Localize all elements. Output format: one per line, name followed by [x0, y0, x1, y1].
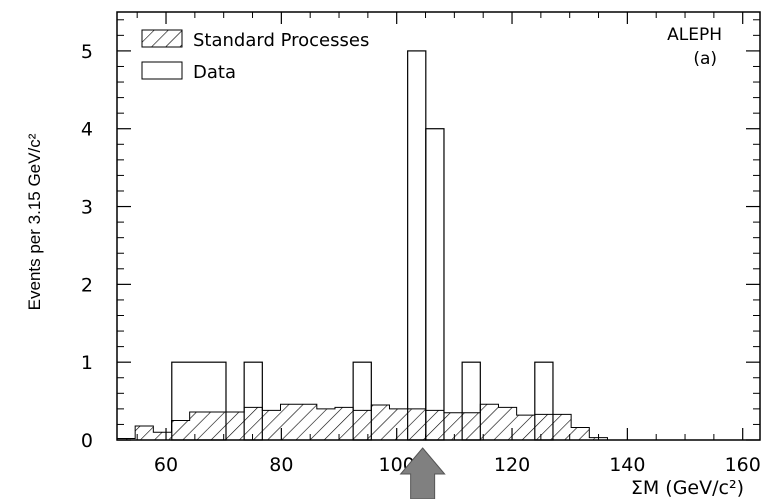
y-tick-label: 2	[81, 274, 93, 296]
standard-processes-bin-24	[552, 414, 572, 440]
legend-swatch-standard-processes	[141, 29, 183, 48]
standard-processes-bin-6	[225, 411, 245, 440]
data-bin-3	[407, 50, 427, 441]
standard-processes-bin-18	[443, 412, 463, 440]
standard-processes-bin-8	[262, 410, 281, 440]
x-tick-label: 140	[609, 454, 645, 476]
standard-processes-bin-1	[135, 425, 154, 440]
standard-processes-bin-23	[534, 414, 553, 440]
data-bin-4	[425, 128, 445, 441]
standard-processes-bin-12	[334, 407, 354, 440]
y-axis-label: Events per 3.15 GeV/c²	[25, 133, 44, 310]
axis-ticks	[117, 12, 760, 441]
standard-processes-bin-19	[462, 412, 481, 440]
standard-processes-bin-15	[389, 408, 408, 440]
experiment-label: ALEPH	[667, 25, 722, 45]
legend-swatch-data	[141, 61, 183, 80]
standard-processes-series	[116, 403, 608, 440]
standard-processes-bin-20	[480, 404, 499, 440]
standard-processes-bin-17	[425, 410, 444, 440]
standard-processes-bin-25	[571, 427, 590, 440]
standard-processes-bin-3	[171, 420, 190, 440]
standard-processes-bin-2	[153, 432, 172, 440]
standard-processes-bin-21	[498, 407, 517, 440]
standard-processes-bin-14	[371, 404, 390, 440]
standard-processes-bin-0	[117, 438, 136, 440]
standard-processes-bin-11	[316, 408, 335, 440]
y-tick-label: 1	[81, 352, 93, 374]
standard-processes-bin-5	[207, 411, 226, 440]
x-tick-label: 120	[494, 454, 530, 476]
standard-processes-bin-10	[298, 404, 317, 440]
legend: Standard Processes Data	[141, 29, 369, 83]
plot-frame	[116, 11, 761, 441]
x-tick-label: 60	[154, 454, 178, 476]
standard-processes-bin-9	[280, 404, 299, 440]
y-tick-label: 3	[81, 197, 93, 219]
standard-processes-bin-7	[244, 407, 263, 440]
y-tick-label: 0	[81, 430, 93, 452]
data-series	[171, 50, 554, 441]
standard-processes-bin-13	[353, 410, 372, 440]
standard-processes-bin-4	[189, 411, 208, 440]
panel-label: (a)	[693, 49, 717, 69]
legend-label-standard-processes: Standard Processes	[193, 30, 369, 51]
x-axis-label: ΣM (GeV/c²)	[631, 477, 744, 499]
x-tick-label: 160	[725, 454, 761, 476]
y-tick-label: 4	[81, 119, 93, 141]
standard-processes-bin-16	[407, 408, 426, 440]
standard-processes-bin-22	[516, 415, 535, 440]
legend-label-data: Data	[193, 62, 236, 83]
y-tick-label: 5	[81, 41, 93, 63]
standard-processes-outline	[116, 403, 608, 440]
x-tick-label: 80	[269, 454, 293, 476]
